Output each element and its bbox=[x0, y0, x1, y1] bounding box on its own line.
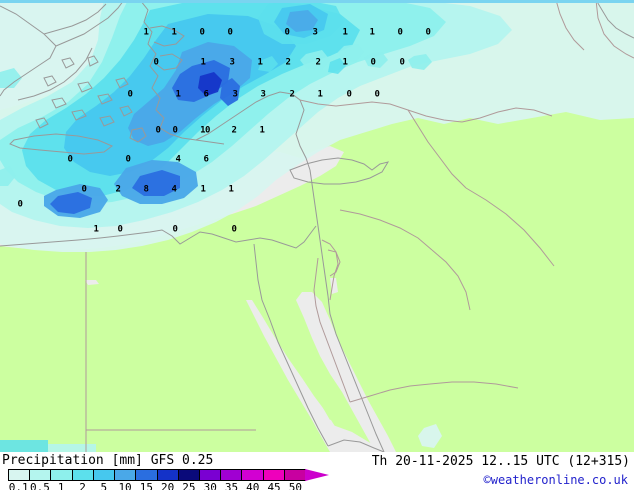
copyright-label: ©weatheronline.co.uk bbox=[483, 473, 629, 487]
precipitation-value: 1 bbox=[175, 89, 181, 100]
precipitation-value: 2 bbox=[289, 89, 295, 100]
map-footer: Precipitation [mm] GFS 0.25 0.1 0.5 1 2 5 10 1… bbox=[0, 452, 634, 490]
precipitation-value: 0 bbox=[81, 184, 87, 195]
precipitation-value: 1 bbox=[342, 27, 348, 38]
country-borders bbox=[85, 0, 634, 452]
colorbar-overflow-arrow-icon bbox=[305, 469, 329, 481]
colorbar-bin bbox=[72, 470, 94, 480]
colorbar-bin bbox=[199, 470, 222, 480]
precipitation-value: 0 bbox=[153, 57, 159, 68]
colorbar-tick-labels: 0.1 0.5 1 2 5 10 15 20 25 30 35 40 45 50 bbox=[8, 481, 328, 490]
colorbar-tick-label: 0.5 bbox=[29, 481, 50, 490]
precipitation-value: 0 bbox=[199, 27, 205, 38]
precipitation-value: 3 bbox=[312, 27, 318, 38]
colorbar-bin bbox=[93, 470, 116, 480]
precipitation-value: 0 bbox=[227, 27, 233, 38]
colorbar-bin bbox=[115, 470, 137, 480]
colorbar-tick-label: 35 bbox=[224, 481, 239, 490]
colorbar-tick-label: 10 bbox=[118, 481, 132, 490]
precipitation-value: 3 bbox=[232, 89, 238, 100]
precipitation-value: 3 bbox=[260, 89, 266, 100]
colorbar-tick-label: 15 bbox=[139, 481, 153, 490]
precipitation-value: 0 bbox=[125, 154, 131, 165]
precipitation-value: 0 bbox=[17, 199, 23, 210]
precipitation-value: 0 bbox=[231, 224, 237, 235]
valid-time-label: Th 20-11-2025 12..15 UTC (12+315) bbox=[371, 454, 630, 469]
precipitation-value: 1 bbox=[257, 57, 263, 68]
precipitation-value: 0 bbox=[397, 27, 403, 38]
precipitation-value: 1 bbox=[171, 27, 177, 38]
colorbar-tick-label: 2 bbox=[79, 481, 86, 490]
precipitation-value: 1 bbox=[228, 184, 234, 195]
precipitation-field bbox=[0, 0, 634, 452]
precipitation-value: 0 bbox=[117, 224, 123, 235]
colorbar-bin bbox=[221, 470, 243, 480]
colorbar-bin bbox=[178, 470, 200, 480]
precipitation-value: 0 bbox=[67, 154, 73, 165]
colorbar-container[interactable] bbox=[8, 469, 329, 481]
precipitation-value: 1 bbox=[93, 224, 99, 235]
precipitation-value: 0 bbox=[346, 89, 352, 100]
precipitation-value: 2 bbox=[285, 57, 291, 68]
map-canvas bbox=[0, 0, 634, 452]
precipitation-value: 1 bbox=[143, 27, 149, 38]
colorbar-tick-label: 25 bbox=[182, 481, 196, 490]
colorbar-bin bbox=[242, 470, 264, 480]
precipitation-value: 2 bbox=[315, 57, 321, 68]
colorbar-bin bbox=[30, 470, 52, 480]
precipitation-value: 1 bbox=[200, 184, 206, 195]
precipitation-value: 0 bbox=[284, 27, 290, 38]
precipitation-value: 3 bbox=[229, 57, 235, 68]
precipitation-value: 1 bbox=[259, 125, 265, 136]
colorbar[interactable] bbox=[8, 469, 306, 481]
colorbar-tick-label: 20 bbox=[161, 481, 175, 490]
colorbar-tick-label: 30 bbox=[203, 481, 217, 490]
precipitation-value: 0 bbox=[425, 27, 431, 38]
precipitation-value: 6 bbox=[203, 154, 209, 165]
precipitation-value: 0 bbox=[370, 57, 376, 68]
colorbar-bin bbox=[136, 470, 158, 480]
precipitation-value: 4 bbox=[171, 184, 177, 195]
colorbar-bin bbox=[284, 470, 306, 480]
precipitation-value: 0 bbox=[172, 224, 178, 235]
precipitation-value: 1 bbox=[369, 27, 375, 38]
precipitation-value: 0 bbox=[399, 57, 405, 68]
precipitation-value: 1 bbox=[200, 57, 206, 68]
map-top-frame bbox=[0, 0, 634, 3]
precipitation-value: 8 bbox=[143, 184, 149, 195]
precipitation-map[interactable]: 1 1 0 0 0 3 1 1 0 0 0 1 3 1 2 2 1 0 0 0 1 6 3 3 2 1 0 0 0 0 10 2 1 0 0 4 6 0 2… bbox=[0, 0, 634, 452]
precipitation-value: 10 bbox=[200, 125, 210, 136]
precipitation-value: 6 bbox=[203, 89, 209, 100]
colorbar-bin bbox=[9, 470, 31, 480]
precipitation-value: 0 bbox=[155, 125, 161, 136]
colorbar-bin bbox=[51, 470, 73, 480]
colorbar-tick-label: 1 bbox=[57, 481, 65, 490]
colorbar-bin bbox=[263, 470, 285, 480]
precipitation-value: 1 bbox=[342, 57, 348, 68]
colorbar-tick-label: 5 bbox=[100, 481, 108, 490]
precipitation-value: 0 bbox=[172, 125, 178, 136]
precipitation-value: 1 bbox=[317, 89, 323, 100]
colorbar-tick-label: 0.1 bbox=[8, 481, 29, 490]
colorbar-tick-label: 45 bbox=[267, 481, 281, 490]
precipitation-value: 2 bbox=[231, 125, 237, 136]
colorbar-tick-label: 50 bbox=[288, 481, 302, 490]
colorbar-tick-label: 40 bbox=[246, 481, 260, 490]
coastlines bbox=[0, 0, 634, 452]
colorbar-bin bbox=[157, 470, 179, 480]
precipitation-value: 2 bbox=[115, 184, 121, 195]
legend-title: Precipitation [mm] GFS 0.25 bbox=[2, 453, 214, 468]
precipitation-value: 0 bbox=[127, 89, 133, 100]
precipitation-value: 0 bbox=[374, 89, 380, 100]
precipitation-value: 4 bbox=[175, 154, 181, 165]
